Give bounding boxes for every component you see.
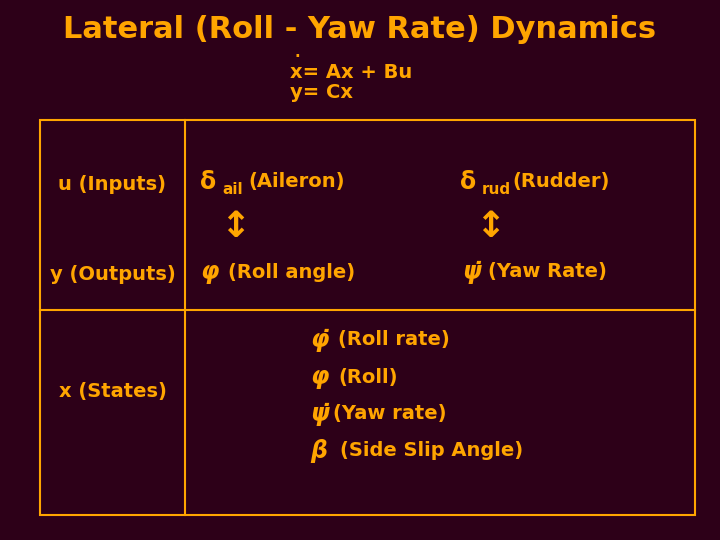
Text: u (Inputs): u (Inputs) — [58, 176, 166, 194]
Text: ψ̇: ψ̇ — [310, 402, 329, 426]
Text: φ̇: φ̇ — [310, 328, 328, 352]
Text: β: β — [310, 439, 327, 463]
Text: y (Outputs): y (Outputs) — [50, 266, 176, 285]
Text: x= Ax + Bu: x= Ax + Bu — [290, 63, 413, 82]
Text: (Roll): (Roll) — [338, 368, 397, 387]
Bar — [40, 120, 695, 515]
Text: .: . — [295, 45, 301, 60]
Text: φ: φ — [310, 365, 328, 389]
Text: (Yaw rate): (Yaw rate) — [333, 404, 446, 423]
Text: ↕: ↕ — [220, 210, 250, 244]
Text: φ: φ — [200, 260, 218, 284]
Text: Lateral (Roll - Yaw Rate) Dynamics: Lateral (Roll - Yaw Rate) Dynamics — [63, 16, 657, 44]
Text: ail: ail — [222, 183, 243, 198]
Text: y= Cx: y= Cx — [290, 83, 353, 102]
Text: (Aileron): (Aileron) — [248, 172, 344, 192]
Text: δ: δ — [200, 170, 216, 194]
Text: ψ̇: ψ̇ — [462, 260, 481, 284]
Text: (Rudder): (Rudder) — [512, 172, 609, 192]
Text: (Roll rate): (Roll rate) — [338, 330, 450, 349]
Text: x (States): x (States) — [58, 382, 166, 402]
Text: (Yaw Rate): (Yaw Rate) — [488, 262, 607, 281]
Text: δ: δ — [460, 170, 476, 194]
Text: rud: rud — [482, 183, 511, 198]
Text: (Side Slip Angle): (Side Slip Angle) — [340, 442, 523, 461]
Text: (Roll angle): (Roll angle) — [228, 262, 355, 281]
Text: ↕: ↕ — [475, 210, 505, 244]
